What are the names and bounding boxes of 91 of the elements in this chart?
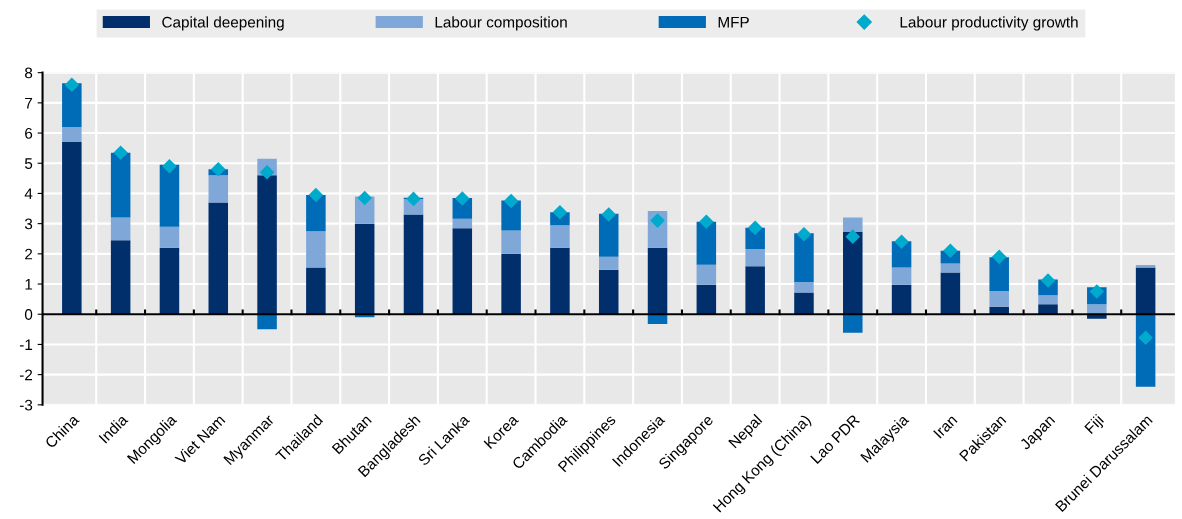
bar bbox=[159, 226, 180, 248]
y-tick-label: 8 bbox=[25, 67, 33, 79]
bar bbox=[306, 194, 326, 232]
point bbox=[796, 226, 812, 242]
point bbox=[1089, 284, 1105, 299]
y-tick-label: -2 bbox=[19, 369, 33, 381]
legend-label: Capital deepening bbox=[162, 16, 284, 31]
bar bbox=[306, 231, 326, 268]
y-tick-label: 1 bbox=[25, 279, 33, 290]
bar bbox=[501, 230, 521, 254]
point bbox=[650, 213, 665, 228]
bar bbox=[598, 256, 619, 270]
bar bbox=[843, 314, 863, 333]
x-tick-label: Iran bbox=[933, 414, 958, 439]
bar bbox=[647, 247, 668, 315]
bar bbox=[452, 228, 473, 315]
bar bbox=[62, 142, 82, 315]
bar bbox=[208, 175, 229, 203]
point bbox=[503, 193, 519, 209]
bar bbox=[1135, 267, 1156, 315]
bar bbox=[598, 269, 619, 315]
bar bbox=[110, 217, 131, 241]
bar bbox=[794, 233, 814, 282]
bar bbox=[696, 264, 717, 285]
y-tick-label: -1 bbox=[19, 339, 33, 350]
point bbox=[699, 214, 714, 230]
point bbox=[357, 190, 372, 206]
legend-label: Labour composition bbox=[435, 16, 567, 31]
bar bbox=[745, 266, 765, 315]
y-tick-label: 7 bbox=[25, 97, 33, 109]
bar bbox=[110, 152, 131, 218]
bar bbox=[891, 284, 912, 315]
bar bbox=[257, 175, 277, 315]
bar bbox=[1038, 295, 1058, 305]
bar bbox=[1087, 314, 1107, 319]
bar bbox=[501, 253, 521, 315]
point bbox=[259, 165, 275, 180]
bar bbox=[940, 263, 961, 273]
bar bbox=[550, 225, 570, 248]
y-tick-label: -3 bbox=[19, 399, 33, 411]
point bbox=[1138, 330, 1153, 346]
bar bbox=[696, 221, 717, 265]
point bbox=[406, 191, 421, 207]
bar bbox=[354, 223, 375, 315]
bar bbox=[62, 83, 82, 128]
bar bbox=[745, 249, 765, 267]
y-tick-label: 0 bbox=[24, 309, 33, 320]
y-tick-label: 4 bbox=[24, 188, 33, 199]
point bbox=[455, 191, 470, 206]
point bbox=[991, 249, 1007, 265]
y-tick-label: 5 bbox=[24, 158, 33, 169]
bar bbox=[696, 284, 717, 315]
legend-label: Labour productivity growth bbox=[900, 16, 1078, 31]
point bbox=[552, 204, 568, 220]
bar bbox=[159, 247, 180, 315]
bar bbox=[110, 240, 131, 315]
bar bbox=[452, 218, 473, 229]
point bbox=[601, 207, 617, 222]
bar bbox=[989, 290, 1009, 307]
bar bbox=[1135, 314, 1156, 387]
bar bbox=[989, 257, 1009, 291]
bar bbox=[306, 267, 326, 315]
point bbox=[894, 234, 909, 250]
bar bbox=[208, 202, 229, 315]
point bbox=[1040, 273, 1056, 288]
point bbox=[210, 162, 226, 177]
bar bbox=[257, 314, 277, 330]
bar bbox=[1038, 304, 1058, 315]
point bbox=[845, 229, 861, 244]
y-tick-label: 6 bbox=[25, 127, 33, 139]
y-tick-label: 2 bbox=[25, 248, 33, 260]
point bbox=[162, 158, 177, 174]
bar bbox=[159, 164, 180, 227]
bar bbox=[891, 267, 912, 285]
bar bbox=[62, 127, 82, 143]
y-tick-label: 3 bbox=[24, 218, 33, 230]
bar bbox=[647, 314, 668, 324]
bar bbox=[550, 247, 570, 315]
bar bbox=[843, 217, 863, 233]
bar bbox=[794, 281, 814, 293]
bar bbox=[940, 272, 961, 315]
bar bbox=[403, 214, 424, 315]
bar bbox=[1087, 304, 1107, 315]
legend-label: MFP bbox=[718, 16, 749, 28]
point bbox=[747, 220, 763, 236]
bar bbox=[843, 232, 863, 315]
bar bbox=[794, 292, 814, 315]
point bbox=[64, 77, 80, 93]
point bbox=[943, 243, 958, 259]
point bbox=[113, 145, 128, 160]
point bbox=[308, 187, 324, 203]
